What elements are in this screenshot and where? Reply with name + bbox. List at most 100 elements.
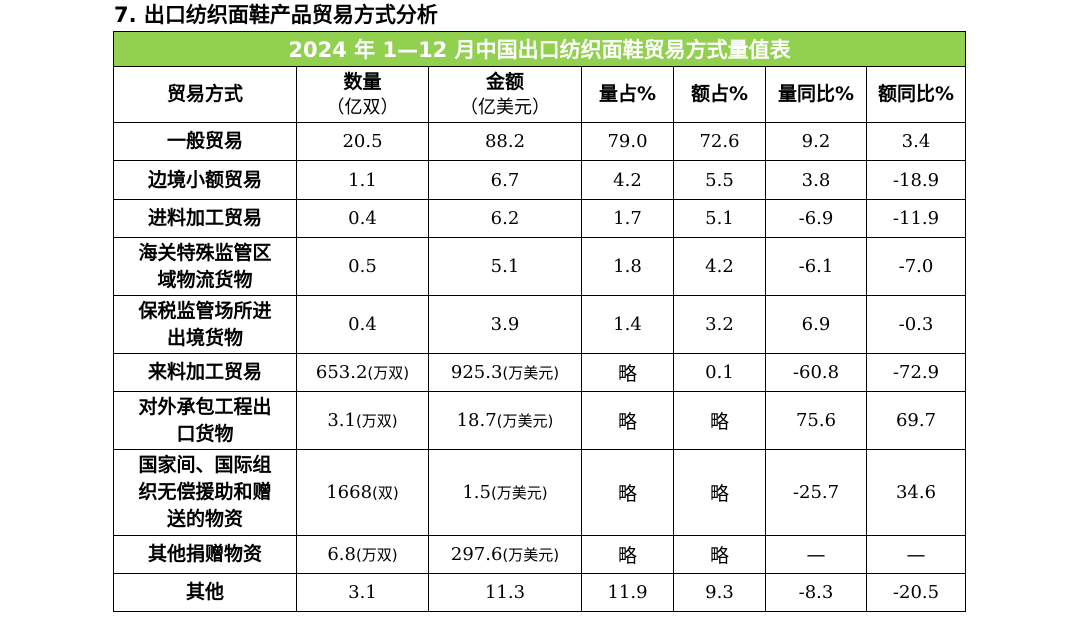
- table-row: 海关特殊监管区 域物流货物 0.5 5.1 1.8 4.2 -6.1 -7.0: [113, 237, 966, 296]
- cell-quantity-unit: (万双): [367, 364, 410, 382]
- table-title: 2024 年 1—12 月中国出口纺织面鞋贸易方式量值表: [113, 31, 966, 67]
- cell-amount: 88.2: [428, 122, 582, 161]
- cell-quantity-yoy-value: -8.3: [798, 582, 834, 603]
- header-amount-share: 额占%: [673, 66, 766, 123]
- cell-amount-yoy-value: -0.3: [898, 314, 934, 335]
- trade-mode-line: 进料加工贸易: [147, 207, 262, 229]
- cell-trade-mode: 来料加工贸易: [113, 353, 297, 392]
- cell-amount-share: 0.1: [673, 353, 766, 392]
- cell-quantity-value: 20.5: [342, 131, 383, 152]
- cell-amount: 6.2: [428, 199, 582, 238]
- cell-quantity-share: 略: [581, 391, 674, 450]
- trade-mode-line: 海关特殊监管区: [138, 241, 272, 264]
- cell-amount-share: 5.5: [673, 160, 766, 200]
- header-quantity-yoy: 量同比%: [765, 66, 867, 123]
- cell-quantity-yoy-value: —: [806, 543, 826, 566]
- cell-quantity-yoy: 75.6: [765, 391, 867, 450]
- cell-quantity: 3.1(万双): [296, 391, 429, 450]
- cell-amount-share-value: 略: [709, 483, 729, 505]
- cell-amount-share-value: 0.1: [705, 362, 734, 383]
- cell-amount-yoy: -18.9: [866, 160, 966, 200]
- cell-quantity-share-value: 1.4: [613, 314, 642, 335]
- cell-amount-share-value: 72.6: [699, 131, 740, 152]
- cell-quantity-yoy: 6.9: [765, 295, 867, 354]
- trade-mode-line: 国家间、国际组: [138, 454, 272, 476]
- trade-mode-table: 2024 年 1—12 月中国出口纺织面鞋贸易方式量值表 贸易方式 数量 （亿双…: [113, 31, 966, 612]
- cell-amount-share-value: 5.5: [705, 169, 734, 191]
- cell-quantity-value: 653.2: [315, 362, 368, 383]
- header-mode: 贸易方式: [113, 66, 297, 123]
- table-row: 保税监管场所进 出境货物 0.4 3.9 1.4 3.2 6.9 -0.3: [113, 295, 966, 354]
- cell-amount-share-value: 略: [709, 411, 729, 433]
- table-caption-row: 2024 年 1—12 月中国出口纺织面鞋贸易方式量值表: [113, 31, 966, 67]
- cell-amount: 5.1: [428, 237, 582, 296]
- table-row: 其他捐赠物资 6.8(万双) 297.6(万美元) 略略 — —: [113, 535, 966, 574]
- cell-amount-unit: (万美元): [490, 484, 548, 502]
- header-quantity: 数量 （亿双）: [296, 66, 429, 123]
- cell-amount-share: 3.2: [673, 295, 766, 354]
- cell-trade-mode: 边境小额贸易: [113, 160, 297, 200]
- cell-amount: 6.7: [428, 160, 582, 200]
- cell-quantity-share-value: 11.9: [607, 582, 648, 603]
- cell-amount-value: 88.2: [484, 131, 526, 152]
- cell-quantity-unit: (万双): [355, 546, 398, 564]
- cell-amount: 11.3: [428, 573, 582, 612]
- trade-mode-line: 口货物: [176, 422, 234, 445]
- cell-quantity-yoy-value: -25.7: [792, 482, 840, 503]
- cell-quantity-yoy-value: 3.8: [801, 169, 831, 191]
- cell-quantity: 1.1: [296, 160, 429, 200]
- header-amount-label: 金额: [485, 70, 524, 93]
- table-row: 其他 3.1 11.3 11.9 9.3 -8.3 -20.5: [113, 573, 966, 612]
- cell-amount-share-value: 9.3: [705, 582, 734, 603]
- cell-amount-unit: (万美元): [502, 364, 560, 382]
- cell-quantity-yoy-value: -6.9: [798, 208, 834, 229]
- header-amount: 金额 （亿美元）: [428, 66, 582, 123]
- header-quantity-label: 数量: [343, 70, 382, 93]
- cell-quantity-share-value: 1.7: [613, 208, 642, 229]
- cell-amount-value: 6.2: [490, 208, 520, 229]
- cell-amount: 1.5(万美元): [428, 449, 582, 536]
- table-row: 对外承包工程出 口货物 3.1(万双) 18.7(万美元) 略略 75.6 69.7: [113, 391, 966, 450]
- cell-trade-mode: 其他: [113, 573, 297, 612]
- cell-quantity-share-value: 略: [617, 411, 637, 433]
- header-amount-yoy: 额同比%: [866, 66, 966, 123]
- cell-quantity-yoy: -60.8: [765, 353, 867, 392]
- cell-amount-share: 略: [673, 391, 766, 450]
- trade-mode-line: 织无偿援助和赠: [138, 481, 272, 503]
- cell-amount-share: 4.2: [673, 237, 766, 296]
- cell-quantity-value: 0.5: [348, 256, 377, 277]
- cell-amount-yoy: -0.3: [866, 295, 966, 354]
- cell-amount-value: 5.1: [490, 256, 520, 277]
- cell-amount-value: 297.6: [450, 544, 503, 565]
- cell-amount: 297.6(万美元): [428, 535, 582, 574]
- cell-quantity-yoy-value: 9.2: [801, 131, 831, 152]
- cell-quantity-share: 1.4: [581, 295, 674, 354]
- cell-quantity-value: 3.1: [327, 410, 356, 431]
- cell-amount-yoy-value: -7.0: [898, 256, 934, 277]
- cell-amount-unit: (万美元): [502, 546, 560, 564]
- trade-mode-line: 出境货物: [166, 326, 243, 349]
- cell-amount-yoy-value: 34.6: [895, 482, 937, 503]
- cell-quantity: 0.4: [296, 199, 429, 238]
- cell-amount-unit: (万美元): [496, 412, 554, 430]
- cell-amount-value: 925.3: [450, 362, 503, 383]
- cell-quantity-share: 79.0: [581, 122, 674, 161]
- cell-amount-yoy: -11.9: [866, 199, 966, 238]
- cell-amount-yoy-value: 69.7: [895, 410, 937, 431]
- cell-quantity-share: 1.7: [581, 199, 674, 238]
- trade-mode-line: 其他: [185, 581, 224, 603]
- cell-quantity-yoy-value: 75.6: [795, 410, 837, 431]
- cell-amount: 925.3(万美元): [428, 353, 582, 392]
- cell-trade-mode: 保税监管场所进 出境货物: [113, 295, 297, 354]
- cell-amount-yoy-value: -20.5: [892, 582, 940, 603]
- table-row: 国家间、国际组 织无偿援助和赠 送的物资 1668(双) 1.5(万美元) 略略 -25.7…: [113, 449, 966, 536]
- cell-amount-value: 11.3: [484, 582, 526, 603]
- cell-quantity-yoy: 3.8: [765, 160, 867, 200]
- cell-quantity-share-value: 1.8: [613, 256, 642, 277]
- cell-quantity-value: 0.4: [348, 208, 377, 229]
- cell-quantity-share: 1.8: [581, 237, 674, 296]
- cell-quantity-value: 1668: [326, 482, 373, 503]
- cell-quantity: 1668(双): [296, 449, 429, 536]
- cell-quantity-yoy-value: 6.9: [801, 314, 831, 335]
- section-title: 7. 出口纺织面鞋产品贸易方式分析: [114, 3, 438, 27]
